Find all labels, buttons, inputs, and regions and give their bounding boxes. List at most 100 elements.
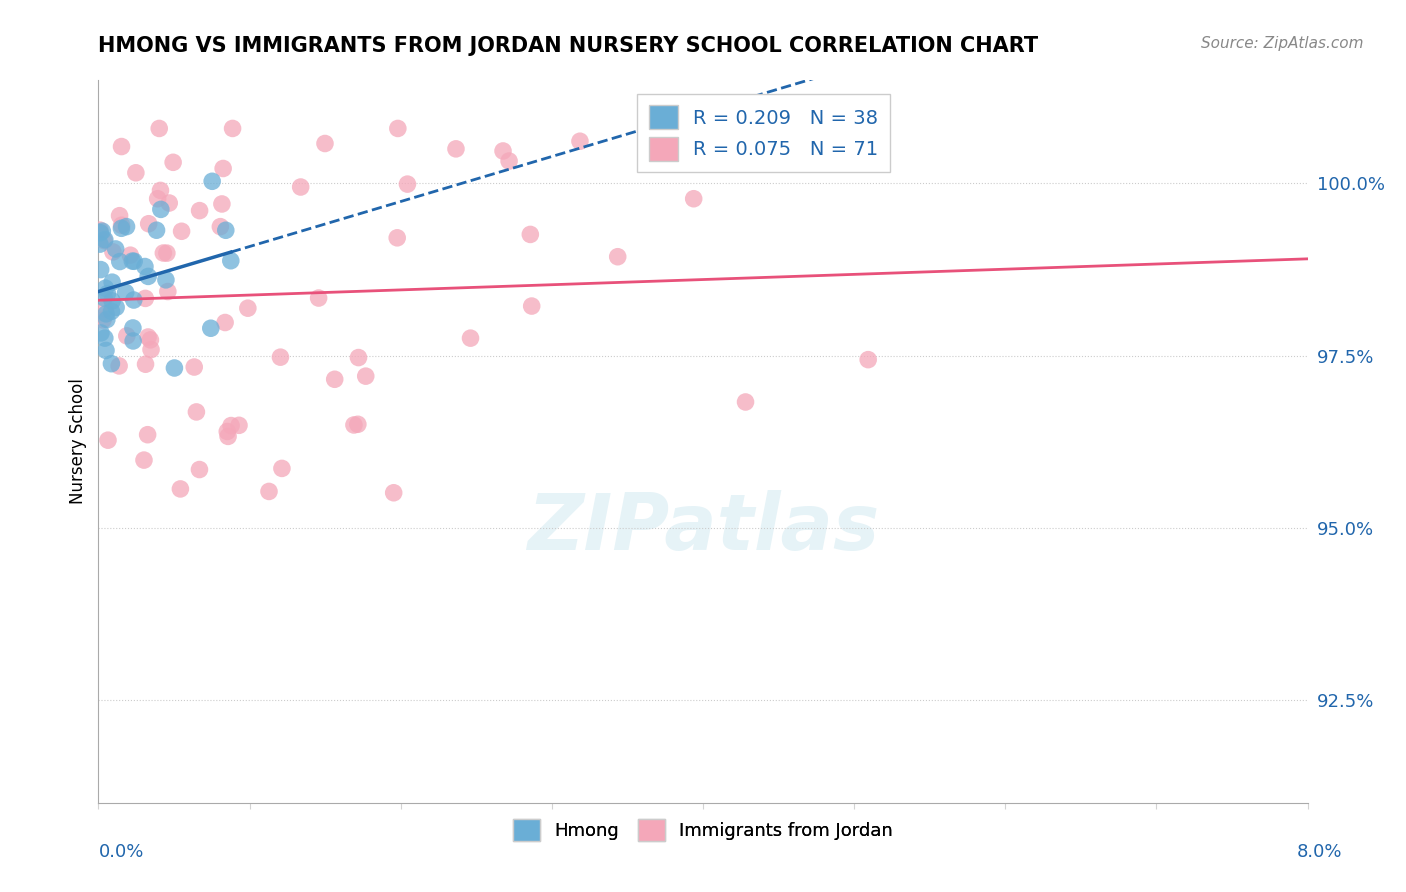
Point xyxy=(217,425,239,439)
Point xyxy=(148,121,170,136)
Point xyxy=(188,203,211,218)
Point xyxy=(90,326,112,340)
Point xyxy=(170,224,193,238)
Point xyxy=(228,418,250,433)
Point xyxy=(96,286,118,301)
Point xyxy=(314,136,336,151)
Point xyxy=(108,359,131,373)
Point xyxy=(290,180,312,194)
Point xyxy=(89,237,111,252)
Point xyxy=(100,304,122,318)
Point xyxy=(122,334,145,348)
Point xyxy=(104,242,127,256)
Point xyxy=(308,291,330,305)
Point xyxy=(94,307,117,321)
Point xyxy=(734,395,756,409)
Point xyxy=(152,246,174,260)
Point xyxy=(214,316,236,330)
Point xyxy=(221,121,243,136)
Point xyxy=(387,121,409,136)
Point xyxy=(136,427,159,442)
Point xyxy=(157,196,180,211)
Text: HMONG VS IMMIGRANTS FROM JORDAN NURSERY SCHOOL CORRELATION CHART: HMONG VS IMMIGRANTS FROM JORDAN NURSERY … xyxy=(98,36,1039,55)
Text: ZIPatlas: ZIPatlas xyxy=(527,491,879,566)
Point xyxy=(382,485,405,500)
Point xyxy=(200,321,222,335)
Text: 8.0%: 8.0% xyxy=(1298,843,1343,861)
Point xyxy=(219,418,242,433)
Point xyxy=(387,231,409,245)
Point xyxy=(108,254,131,268)
Point xyxy=(122,254,145,268)
Point xyxy=(108,209,131,223)
Point xyxy=(347,417,370,432)
Point xyxy=(94,343,117,358)
Point xyxy=(323,372,346,386)
Point xyxy=(212,161,235,176)
Point xyxy=(125,166,148,180)
Point xyxy=(183,359,205,374)
Point xyxy=(114,285,136,300)
Point xyxy=(115,219,138,234)
Point xyxy=(211,197,233,211)
Point xyxy=(110,221,132,235)
Point xyxy=(136,330,159,344)
Point xyxy=(89,223,111,237)
Point xyxy=(139,333,162,347)
Point xyxy=(93,291,115,305)
Point xyxy=(257,484,280,499)
Point xyxy=(115,329,138,343)
Point xyxy=(91,313,114,327)
Point xyxy=(215,223,238,237)
Point xyxy=(136,269,159,284)
Point xyxy=(460,331,482,345)
Point xyxy=(347,351,370,365)
Point xyxy=(149,202,172,217)
Point xyxy=(120,248,142,262)
Point xyxy=(134,260,156,274)
Point xyxy=(354,369,377,384)
Point xyxy=(146,192,169,206)
Point xyxy=(110,139,132,153)
Point xyxy=(606,250,628,264)
Point xyxy=(145,223,167,237)
Text: 0.0%: 0.0% xyxy=(98,843,143,861)
Point xyxy=(139,343,162,357)
Point xyxy=(94,331,117,345)
Point xyxy=(93,234,115,248)
Point xyxy=(163,361,186,376)
Point xyxy=(169,482,191,496)
Point xyxy=(219,253,242,268)
Point xyxy=(138,217,160,231)
Point xyxy=(96,312,118,326)
Point xyxy=(271,461,294,475)
Point xyxy=(186,405,208,419)
Point xyxy=(101,293,124,308)
Point xyxy=(100,357,122,371)
Point xyxy=(396,177,419,191)
Point xyxy=(856,352,879,367)
Point xyxy=(444,142,467,156)
Point xyxy=(110,218,132,232)
Point xyxy=(122,321,145,335)
Point xyxy=(121,254,143,268)
Point xyxy=(132,453,155,467)
Point xyxy=(94,302,117,317)
Point xyxy=(343,417,366,432)
Point xyxy=(134,292,156,306)
Point xyxy=(209,219,232,234)
Point xyxy=(105,301,128,315)
Point xyxy=(156,246,179,260)
Point xyxy=(269,350,291,364)
Point xyxy=(89,226,111,240)
Point xyxy=(135,357,157,371)
Point xyxy=(155,273,177,287)
Point xyxy=(149,183,172,197)
Point xyxy=(236,301,259,316)
Point xyxy=(91,224,114,238)
Point xyxy=(122,293,145,307)
Point xyxy=(94,233,117,247)
Point xyxy=(90,262,112,277)
Point xyxy=(162,155,184,169)
Point xyxy=(201,174,224,188)
